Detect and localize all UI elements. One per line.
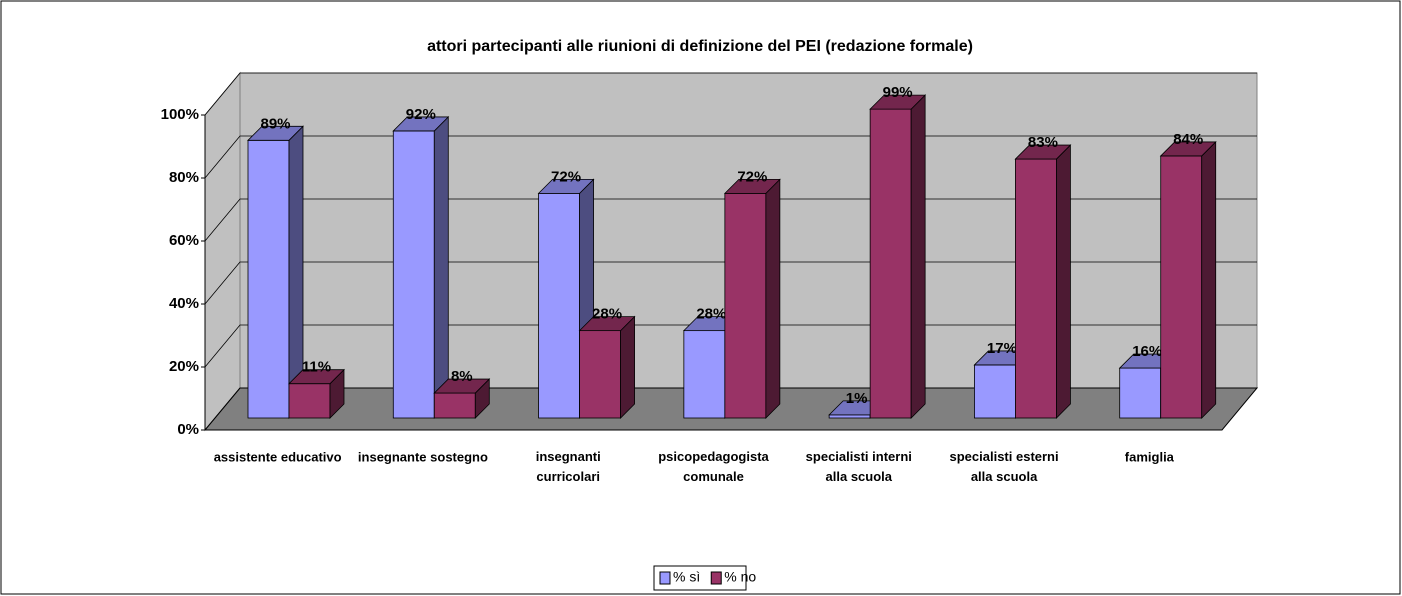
bar bbox=[869, 94, 927, 419]
legend-label: % sì bbox=[673, 569, 700, 585]
x-tick-line: insegnanti bbox=[536, 449, 601, 464]
bar-side bbox=[620, 315, 635, 419]
bar bbox=[723, 178, 781, 419]
bar-top bbox=[1014, 144, 1072, 160]
data-label: 72% bbox=[737, 168, 767, 185]
data-label: 16% bbox=[1132, 343, 1162, 360]
bar bbox=[1159, 140, 1217, 419]
y-tick-label: 40% bbox=[169, 295, 199, 312]
x-tick-line: comunale bbox=[683, 469, 744, 484]
bar-front bbox=[392, 130, 435, 419]
legend-swatch bbox=[659, 571, 671, 585]
bar-top bbox=[288, 369, 345, 385]
bar bbox=[288, 368, 345, 419]
bar bbox=[578, 315, 636, 419]
x-tick-line: specialisti esterni bbox=[950, 449, 1059, 464]
x-tick-label: insegnanti curricolari bbox=[536, 449, 601, 484]
data-label: 83% bbox=[1028, 134, 1058, 151]
bar bbox=[392, 115, 450, 419]
x-tick-line: curricolari bbox=[536, 469, 600, 484]
legend-swatch bbox=[710, 571, 722, 585]
x-tick-label: famiglia bbox=[1125, 449, 1175, 464]
x-tick-line: alla scuola bbox=[826, 469, 893, 484]
data-label: 28% bbox=[592, 306, 622, 323]
bar-front bbox=[974, 364, 1016, 419]
bar-front bbox=[579, 330, 621, 419]
bar-top bbox=[869, 94, 927, 110]
x-tick-label: psicopedagogista comunale bbox=[658, 449, 769, 484]
bar-top bbox=[433, 378, 491, 394]
bar-front bbox=[683, 330, 726, 419]
x-tick-line: specialisti interni bbox=[806, 449, 912, 464]
data-label: 28% bbox=[696, 306, 726, 323]
bar-front bbox=[1160, 155, 1203, 419]
x-tick-label: assistente educativo bbox=[214, 449, 342, 464]
x-tick-line: alla scuola bbox=[971, 469, 1038, 484]
x-tick-label: insegnante sostegno bbox=[358, 449, 488, 464]
bar-front bbox=[1119, 367, 1162, 419]
bar-front bbox=[869, 108, 912, 419]
bar-front bbox=[538, 192, 580, 419]
data-label: 17% bbox=[987, 340, 1017, 357]
data-label: 89% bbox=[260, 115, 290, 132]
legend-label: % no bbox=[724, 569, 756, 585]
bar-front bbox=[828, 414, 871, 419]
bar-side bbox=[910, 94, 926, 419]
bar bbox=[1014, 144, 1072, 419]
bar-top bbox=[247, 125, 304, 141]
y-tick-label: 60% bbox=[169, 232, 199, 249]
data-label: 8% bbox=[451, 368, 473, 385]
bar-top bbox=[537, 178, 595, 194]
data-label: 84% bbox=[1173, 131, 1203, 148]
y-tick-label: 0% bbox=[177, 421, 199, 438]
bar-front bbox=[433, 392, 476, 419]
data-label: 72% bbox=[551, 168, 581, 185]
bar bbox=[433, 378, 491, 419]
bar-top bbox=[578, 316, 636, 332]
data-label: 1% bbox=[846, 390, 868, 407]
bar-side bbox=[1056, 144, 1071, 419]
y-tick-label: 100% bbox=[161, 106, 199, 123]
chart-title: attori partecipanti alle riunioni di def… bbox=[427, 38, 973, 55]
data-label: 99% bbox=[883, 84, 913, 101]
legend: % sì % no bbox=[653, 565, 756, 591]
y-tick-label: 20% bbox=[169, 358, 199, 375]
bar-top bbox=[723, 178, 781, 194]
data-label: 92% bbox=[406, 106, 436, 123]
x-tick-label: specialisti esterni alla scuola bbox=[950, 449, 1059, 484]
x-tick-line: psicopedagogista bbox=[658, 449, 769, 464]
x-tick-label: specialisti interni alla scuola bbox=[806, 449, 912, 484]
bar-front bbox=[1015, 158, 1057, 419]
bar bbox=[247, 125, 304, 419]
bar-top bbox=[1159, 141, 1217, 157]
bar-side bbox=[433, 115, 449, 419]
bar-front bbox=[247, 139, 290, 419]
data-label: 11% bbox=[302, 359, 331, 376]
y-tick-label: 80% bbox=[169, 169, 199, 186]
bar-side bbox=[765, 178, 781, 419]
bar-side bbox=[1201, 140, 1217, 419]
bar-front bbox=[288, 383, 331, 419]
bar-top bbox=[392, 116, 450, 132]
grid-line bbox=[204, 72, 1257, 116]
bar-front bbox=[724, 192, 767, 419]
side-wall bbox=[204, 71, 241, 432]
